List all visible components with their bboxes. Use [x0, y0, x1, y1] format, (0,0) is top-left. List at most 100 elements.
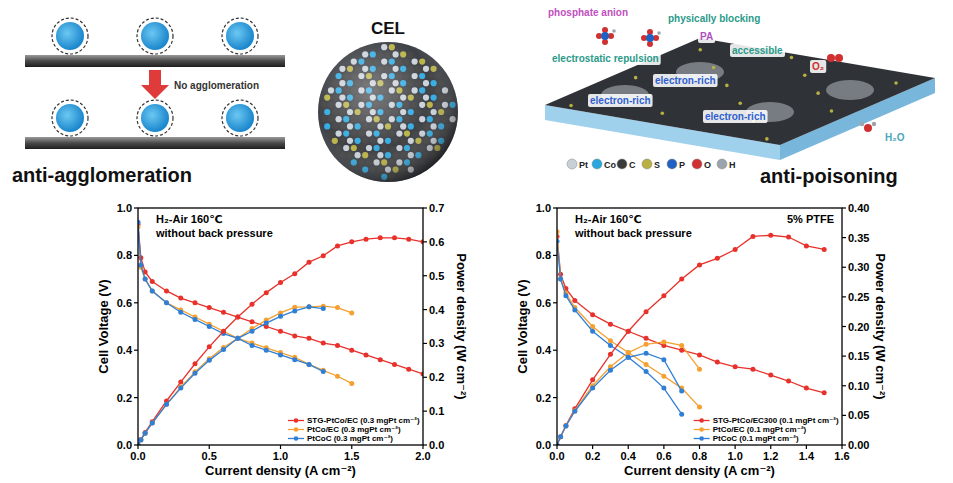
annotation: H₂-Air 160℃ [575, 213, 642, 225]
y-tick-label: 0.0 [536, 439, 551, 451]
series-marker [207, 344, 212, 349]
series-marker [207, 305, 212, 310]
series-marker [143, 431, 148, 436]
anti-agglomeration-panel: No agglomerationanti-agglomeration [12, 18, 285, 186]
series-marker [278, 352, 283, 357]
y-tick-label: 1.0 [536, 202, 551, 214]
y-tick-label: 0.6 [117, 297, 132, 309]
water-h [872, 122, 876, 126]
series-marker [804, 386, 809, 391]
series-marker [626, 329, 631, 334]
series-marker [572, 409, 577, 414]
series-marker [697, 262, 702, 267]
series-marker [138, 437, 143, 442]
particle [226, 104, 254, 132]
series-line [557, 235, 824, 445]
y2-axis-title: Power density (W cm⁻²) [454, 253, 469, 399]
anti-poisoning-panel: phosphate anionphysically blockingPAacce… [545, 6, 935, 187]
y2-tick-label: 0.0 [429, 439, 444, 451]
series-marker [335, 243, 340, 248]
series-marker [768, 233, 773, 238]
annotation: H₂-Air 160℃ [156, 213, 223, 225]
y-axis-title: Cell Voltage (V) [515, 279, 530, 373]
p-atom [646, 34, 654, 42]
series-marker [307, 260, 312, 265]
label-patch [810, 60, 826, 73]
y-axis-title: Cell Voltage (V) [96, 279, 111, 373]
series-marker [786, 379, 791, 384]
diagram-label-group: phosphate anion [546, 6, 630, 19]
diagram-label: O₂ [812, 61, 824, 72]
series-marker [307, 336, 312, 341]
series-marker [697, 367, 702, 372]
series-marker [138, 262, 143, 267]
series-marker [264, 348, 269, 353]
label-patch [550, 52, 661, 65]
label-patch [703, 110, 768, 123]
series-marker [221, 310, 226, 315]
series-marker [563, 424, 568, 429]
particle [141, 22, 169, 50]
series-line [138, 225, 423, 374]
series-marker [278, 280, 283, 285]
series-marker [626, 355, 631, 360]
y2-tick-label: 0.25 [848, 291, 869, 303]
label-patch [653, 74, 718, 87]
s-dopant [765, 137, 769, 141]
diagram-label-group: electron-rich [653, 74, 718, 87]
series-marker [292, 308, 297, 313]
series-marker [335, 374, 340, 379]
diagram-label-group: accessible [730, 44, 785, 57]
series-marker [590, 377, 595, 382]
legend-symbol [294, 418, 299, 423]
annotation: 5% PTFE [787, 213, 834, 225]
series-line [557, 232, 700, 407]
label-patch [730, 44, 785, 57]
series-marker [378, 357, 383, 362]
particle-outline [222, 100, 258, 136]
series-marker [563, 424, 568, 429]
legend-label: PtCo/EC (0.3 mgPt cm⁻²) [307, 425, 401, 434]
series-marker [321, 306, 326, 311]
series-marker [626, 350, 631, 355]
series-marker [644, 342, 649, 347]
p-atom [601, 32, 609, 40]
sphere-shade [318, 42, 458, 182]
y-tick-label: 0.6 [536, 297, 551, 309]
water-o [864, 124, 872, 132]
series-marker [250, 302, 255, 307]
y2-tick-label: 0.2 [429, 371, 444, 383]
particle-outline [137, 18, 173, 54]
diagram-label: PA [700, 31, 713, 42]
legend: STG-PtCo/EC (0.3 mgPt cm⁻²)PtCo/EC (0.3 … [288, 416, 420, 443]
y2-tick-label: 0.40 [848, 202, 869, 214]
series-marker [164, 402, 169, 407]
atom-label: H [729, 160, 736, 170]
y2-tick-label: 0.00 [848, 439, 869, 451]
series-marker [786, 235, 791, 240]
legend-label: PtCoC (0.3 mgPt cm⁻²) [307, 434, 393, 443]
series-marker [679, 412, 684, 417]
series-marker [143, 277, 148, 282]
series-marker [193, 361, 198, 366]
y2-tick-label: 0.4 [429, 304, 445, 316]
series-marker [679, 389, 684, 394]
diagram-label: accessible [732, 45, 783, 56]
series-marker [321, 341, 326, 346]
series-marker [750, 234, 755, 239]
series-marker [822, 247, 827, 252]
arrow-label: No agglomeration [174, 80, 259, 91]
substrate-bar [25, 137, 285, 149]
s-dopant [830, 109, 834, 113]
atom-label: S [654, 160, 660, 170]
atom-label: Co [604, 160, 616, 170]
particle [56, 22, 84, 50]
series-marker [164, 300, 169, 305]
diagram-label-group: H₂O [883, 131, 907, 144]
diagram-label-group: PA [698, 30, 715, 43]
series-marker [235, 336, 240, 341]
diagram-label: H₂O [885, 132, 905, 143]
series-line [138, 307, 323, 445]
series-marker [558, 277, 563, 282]
series-marker [608, 338, 613, 343]
